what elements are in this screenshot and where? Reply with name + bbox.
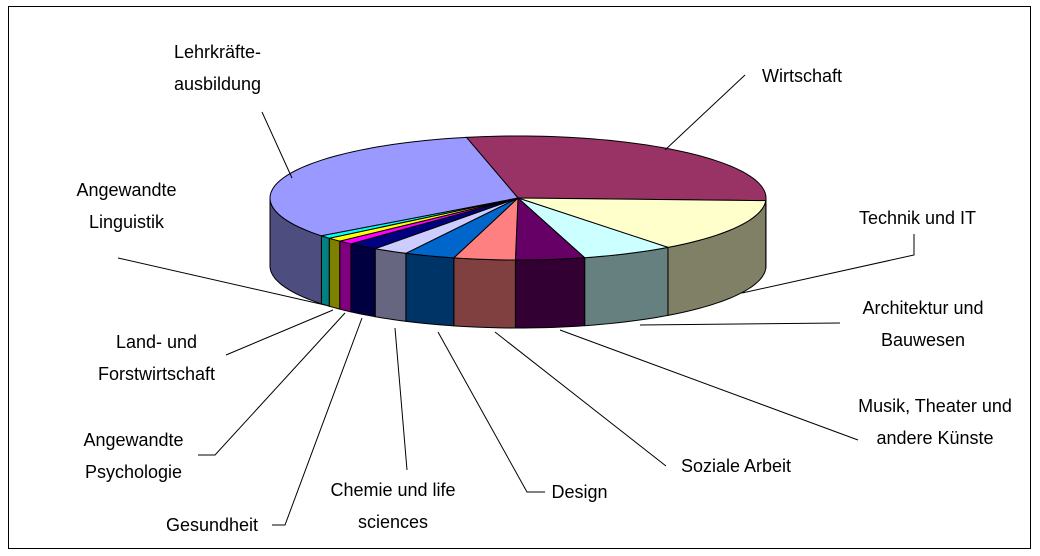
slice-side bbox=[453, 257, 516, 329]
slice-label: Architektur und Bauwesen bbox=[862, 298, 984, 350]
leader-line bbox=[494, 331, 667, 467]
slice-label: Lehrkräfte-ausbildung bbox=[173, 42, 262, 94]
leader-line bbox=[639, 322, 841, 326]
leader-line bbox=[437, 331, 545, 493]
slice-label: Land- und Forstwirtschaft bbox=[97, 332, 216, 384]
leader-line bbox=[272, 317, 363, 526]
slice-side bbox=[350, 243, 376, 318]
slice-side bbox=[328, 237, 341, 310]
slice-label: Angewandte Linguistik bbox=[76, 180, 177, 232]
slice-label: Technik und IT bbox=[858, 208, 977, 228]
leader-line bbox=[198, 312, 346, 456]
slice-side bbox=[374, 248, 407, 322]
slice-side bbox=[405, 252, 455, 327]
leader-line bbox=[225, 309, 334, 356]
leader-line bbox=[117, 257, 326, 306]
slice-side bbox=[320, 235, 330, 307]
slice-label: Design bbox=[551, 482, 608, 502]
slice bbox=[465, 135, 767, 202]
slice-side bbox=[339, 240, 352, 313]
leader-line bbox=[394, 327, 408, 471]
slice-label: Wirtschaft bbox=[761, 66, 842, 86]
slice bbox=[517, 197, 767, 248]
leader-line bbox=[559, 329, 859, 441]
slice bbox=[517, 197, 669, 259]
slice bbox=[514, 196, 586, 261]
leader-line bbox=[664, 74, 746, 151]
slice-label: Angewandte Psychologie bbox=[83, 430, 184, 482]
leader-line bbox=[261, 111, 293, 179]
slice bbox=[269, 136, 519, 237]
slice-label: Musik, Theater und andere Künste bbox=[858, 396, 1012, 448]
slice-side bbox=[584, 246, 669, 327]
leader-line bbox=[741, 234, 915, 294]
slice-label: Chemie und life sciences bbox=[330, 480, 456, 532]
chart-frame bbox=[8, 6, 1031, 549]
slice bbox=[404, 197, 519, 259]
slice-label: Gesundheit bbox=[165, 515, 259, 535]
slice-label: Soziale Arbeit bbox=[680, 456, 792, 476]
slice-side bbox=[514, 257, 586, 329]
